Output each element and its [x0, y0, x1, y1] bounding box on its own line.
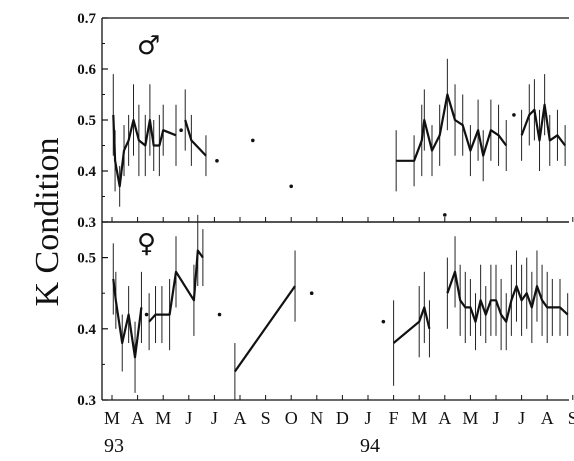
male-series-line	[396, 93, 508, 162]
y-axis-label: K Condition	[29, 137, 66, 306]
month-label: A	[131, 408, 144, 428]
month-label: N	[310, 408, 323, 428]
male-point	[179, 128, 183, 132]
male-y-tick-label: 0.4	[77, 164, 96, 180]
month-label: J	[492, 408, 499, 428]
year-label: 93	[104, 435, 124, 457]
female-symbol: ♀	[137, 229, 156, 259]
male-point	[289, 184, 294, 189]
year-label: 94	[360, 435, 380, 457]
month-label: M	[155, 408, 171, 428]
female-series-line	[392, 306, 431, 344]
male-series-line	[520, 103, 566, 147]
month-label: M	[104, 408, 120, 428]
month-label: A	[234, 408, 247, 428]
female-series-line	[148, 249, 204, 323]
month-label: J	[364, 408, 371, 428]
female-point	[381, 319, 386, 324]
female-point	[144, 312, 149, 317]
month-label: A	[541, 408, 554, 428]
female-y-tick-label: 0.3	[77, 393, 96, 409]
female-series-line	[112, 278, 143, 359]
male-y-tick-label: 0.5	[77, 113, 96, 129]
month-label: S	[261, 408, 271, 428]
male-y-tick-label: 0.3	[77, 215, 96, 231]
female-y-tick-label: 0.5	[77, 251, 96, 267]
month-label: S	[568, 408, 574, 428]
female-point	[443, 213, 447, 217]
month-label: M	[411, 408, 427, 428]
female-y-tick-label: 0.4	[77, 322, 96, 338]
female-point	[217, 312, 222, 317]
male-y-tick-label: 0.7	[77, 11, 96, 27]
female-series-line	[446, 270, 569, 323]
month-label: F	[389, 408, 399, 428]
month-label: J	[518, 408, 525, 428]
male-series-line	[112, 114, 177, 188]
female-point	[309, 291, 314, 296]
female-series-line	[234, 285, 296, 373]
month-label: J	[211, 408, 218, 428]
month-label: A	[438, 408, 451, 428]
male-point	[512, 113, 516, 117]
month-label: O	[285, 408, 298, 428]
month-label: D	[336, 408, 349, 428]
male-symbol: ♂	[137, 31, 160, 61]
male-series-line	[184, 119, 207, 157]
male-y-tick-label: 0.6	[77, 62, 96, 78]
male-point	[251, 138, 255, 143]
month-label: J	[185, 408, 192, 428]
plot-layer: 0.30.40.50.60.7♂0.30.40.5 ♀M A M J J A S O N D J F M A…	[77, 11, 574, 457]
male-point	[215, 159, 219, 163]
month-label: M	[462, 408, 478, 428]
